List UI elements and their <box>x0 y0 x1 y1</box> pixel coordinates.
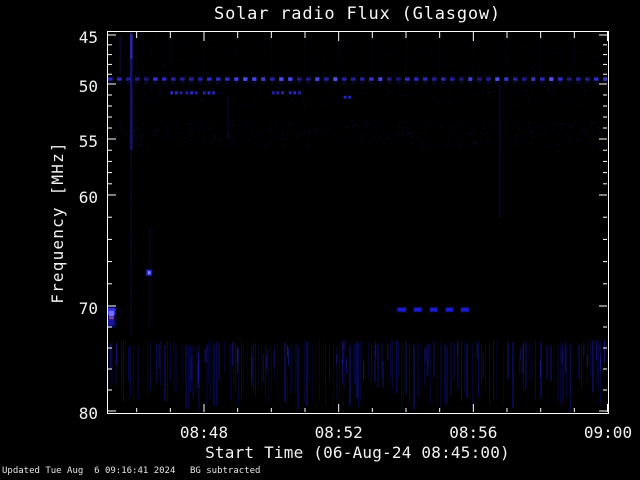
bg-subtracted-note: BG subtracted <box>190 466 261 476</box>
y-tick-label: 45 <box>78 28 98 47</box>
y-axis-label: Frequency [MHz] <box>48 141 67 304</box>
x-tick-label: 08:48 <box>179 423 229 442</box>
y-tick-label: 80 <box>78 404 98 423</box>
x-tick-label: 08:52 <box>314 423 363 442</box>
y-tick-label: 55 <box>78 132 98 151</box>
x-axis-label: Start Time (06-Aug-24 08:45:00) <box>205 443 510 462</box>
chart-title: Solar radio Flux (Glasgow) <box>214 4 501 24</box>
updated-timestamp: Updated Tue Aug 6 09:16:41 2024 <box>2 466 176 476</box>
y-tick-label: 70 <box>78 299 98 318</box>
plot-frame <box>107 31 609 414</box>
x-tick-label: 09:00 <box>583 423 633 442</box>
y-tick-label: 60 <box>78 188 98 207</box>
status-bar: Updated Tue Aug 6 09:16:41 2024 BG subtr… <box>2 466 260 476</box>
y-tick-label: 50 <box>78 77 98 96</box>
x-tick-label: 08:56 <box>449 423 498 442</box>
